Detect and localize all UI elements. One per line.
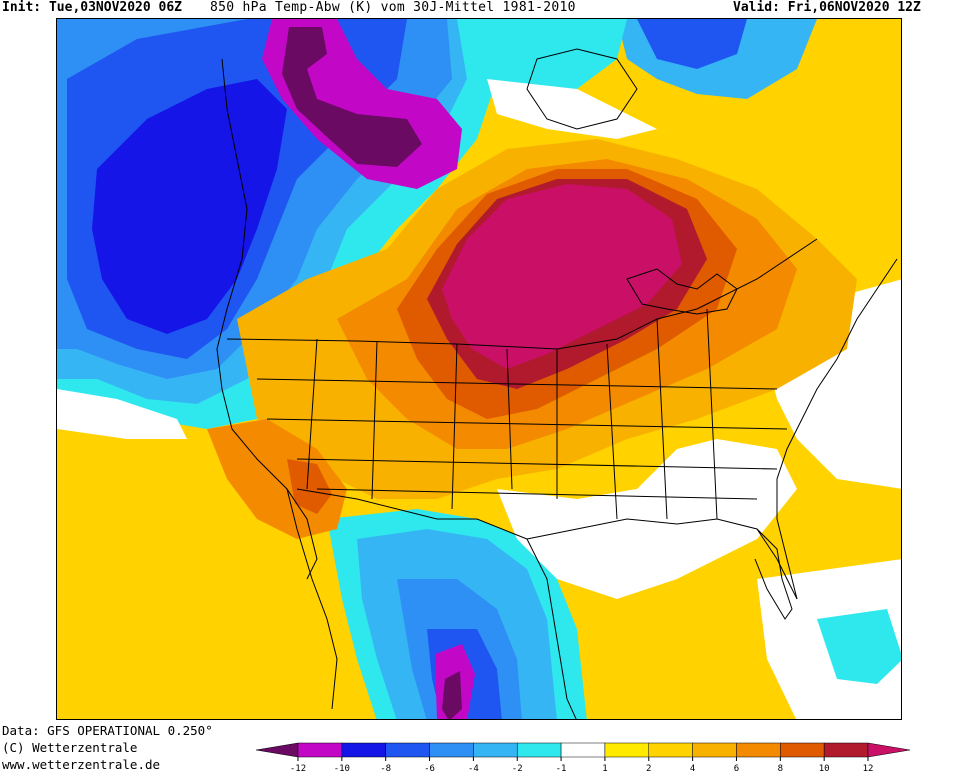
- warm-core-plus12: [442, 184, 682, 369]
- legend-tick-label: -2: [512, 764, 523, 774]
- footer: Data: GFS OPERATIONAL 0.250° (C) Wetterz…: [2, 722, 213, 773]
- anomaly-map: [56, 18, 902, 720]
- neutral-zone-pacific: [57, 389, 187, 439]
- legend-tick-label: 4: [690, 764, 695, 774]
- cold-patch-southeast: [817, 609, 901, 684]
- legend-tick-label: 1: [602, 764, 607, 774]
- header: Init: Tue,03NOV2020 06Z 850 hPa Temp-Abw…: [0, 0, 958, 18]
- legend-swatch: [516, 742, 562, 758]
- legend-swatch: [604, 742, 650, 758]
- cold-core-canada-minus12: [282, 27, 422, 167]
- legend-tick-label: 8: [778, 764, 783, 774]
- valid-time-label: Valid: Fri,06NOV2020 12Z: [733, 0, 921, 15]
- state-lines-horizontal: [256, 378, 788, 500]
- baja-coast-line: [286, 488, 338, 710]
- legend-tick-label: -1: [556, 764, 567, 774]
- mexico-east-coast: [526, 538, 577, 719]
- legend-swatch: [560, 742, 606, 758]
- cold-core-mexico-minus12: [442, 671, 462, 719]
- legend-swatch: [692, 742, 737, 758]
- data-source-label: Data: GFS OPERATIONAL 0.250°: [2, 723, 213, 738]
- legend-arrow-right: [867, 742, 911, 758]
- legend-tick-label: -12: [290, 764, 306, 774]
- legend-tick-label: 2: [646, 764, 651, 774]
- state-lines-vertical: [306, 308, 718, 520]
- legend-swatch: [429, 742, 474, 758]
- legend-swatch: [648, 742, 693, 758]
- legend-swatch: [297, 742, 343, 758]
- legend-tick-label: -8: [380, 764, 391, 774]
- map-title: 850 hPa Temp-Abw (K) vom 30J-Mittel 1981…: [210, 0, 576, 15]
- legend-swatch: [473, 742, 518, 758]
- legend-tick-label: 12: [863, 764, 874, 774]
- legend-tick-label: -6: [424, 764, 435, 774]
- legend-bar: -12 -10 -8 -6 -4 -2 -1 1 2 4 6 8 10 12: [255, 742, 911, 774]
- us-mexico-border: [296, 488, 528, 540]
- neutral-zone-gulf: [497, 439, 797, 599]
- legend-tick-label: -4: [468, 764, 479, 774]
- neutral-zone-north: [487, 79, 657, 139]
- map-canvas: [57, 19, 901, 719]
- gulf-coast-line: [526, 518, 798, 600]
- legend-swatch: [780, 742, 825, 758]
- warm-region-southwest-plus8: [287, 459, 332, 514]
- legend-swatch: [823, 742, 869, 758]
- great-lakes-outline: [626, 268, 738, 315]
- website-label: www.wetterzentrale.de: [2, 757, 161, 772]
- color-legend: -12 -10 -8 -6 -4 -2 -1 1 2 4 6 8 10 12: [254, 741, 934, 776]
- legend-swatch: [341, 742, 386, 758]
- west-coast-line: [216, 58, 318, 580]
- legend-tick-label: -10: [334, 764, 350, 774]
- coastline-layer: [216, 48, 898, 719]
- cold-region-northeast-core: [637, 19, 747, 69]
- legend-tick-label: 10: [819, 764, 830, 774]
- legend-swatch: [736, 742, 781, 758]
- legend-swatch: [385, 742, 430, 758]
- legend-arrow-left: [255, 742, 299, 758]
- florida-outline: [754, 528, 793, 620]
- legend-tick-label: 6: [734, 764, 739, 774]
- init-time-label: Init: Tue,03NOV2020 06Z: [2, 0, 183, 15]
- east-coast-line: [776, 258, 898, 600]
- copyright-label: (C) Wetterzentrale: [2, 740, 138, 755]
- hudson-bay-outline: [526, 48, 638, 130]
